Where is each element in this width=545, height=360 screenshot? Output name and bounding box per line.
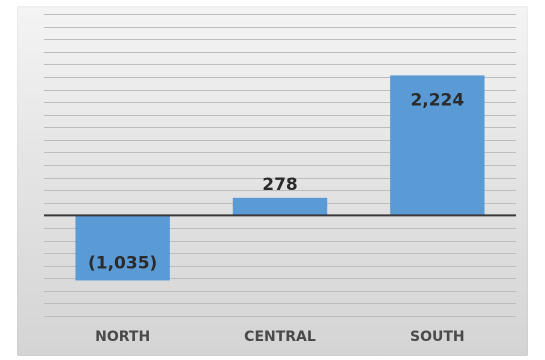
category-label-south: SOUTH [410, 329, 465, 345]
category-label-central: CENTRAL [244, 329, 316, 345]
bar-chart: (1,035) NORTH 278 CENTRAL 2,224 SOUTH [44, 14, 516, 345]
category-label-north: NORTH [95, 329, 150, 345]
data-label-central: 278 [262, 175, 298, 195]
chart-area: (1,035) NORTH 278 CENTRAL 2,224 SOUTH [17, 6, 528, 356]
bars [75, 75, 485, 281]
data-label-south: 2,224 [410, 90, 464, 110]
bar-north [75, 215, 170, 281]
labels: (1,035) NORTH 278 CENTRAL 2,224 SOUTH [88, 90, 465, 345]
bar-central [232, 197, 328, 216]
data-label-north: (1,035) [88, 253, 157, 273]
bar-south [390, 75, 485, 216]
